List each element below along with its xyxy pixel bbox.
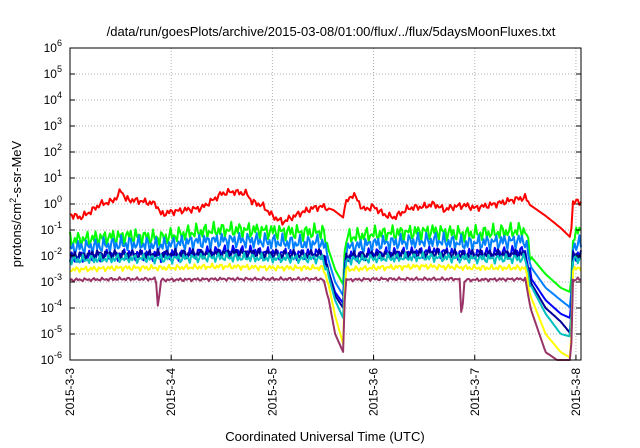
y-tick-exponent: 1 [57,168,62,178]
y-tick-label: 101 [44,168,62,185]
y-tick-base: 10 [41,275,55,289]
y-tick-base: 10 [44,41,58,55]
x-axis-label: Coordinated Universal Time (UTC) [225,429,424,444]
y-axis: 10-610-510-410-310-210-11001011021031041… [41,38,581,367]
y-tick-base: 10 [41,301,55,315]
series-line-4 [69,247,582,334]
y-tick-label: 105 [44,64,62,81]
y-tick-exponent: 4 [57,90,62,100]
series-line-0 [69,187,582,238]
y-tick-exponent: -6 [54,350,62,360]
y-tick-label: 10-1 [41,220,62,237]
y-tick-base: 10 [44,119,58,133]
x-tick-label: 2015-3-6 [367,368,381,416]
y-tick-base: 10 [44,171,58,185]
y-tick-base: 10 [44,145,58,159]
y-tick-exponent: 6 [57,38,62,48]
y-tick-label: 103 [44,116,62,133]
chart-title: /data/run/goesPlots/archive/2015-03-08/0… [107,24,556,39]
y-tick-base: 10 [44,93,58,107]
series-line-5 [69,251,582,338]
series-line-2 [69,231,582,309]
y-tick-exponent: 3 [57,116,62,126]
y-tick-base: 10 [44,67,58,81]
y-tick-exponent: -1 [54,220,62,230]
y-tick-label: 104 [44,90,62,107]
x-tick-label: 2015-3-7 [468,368,482,416]
y-tick-label: 10-4 [41,298,62,315]
y-tick-label: 10-2 [41,246,62,263]
y-tick-base: 10 [41,353,55,367]
y-tick-base: 10 [41,249,55,263]
y-tick-label: 106 [44,38,62,55]
x-tick-label: 2015-3-8 [569,368,583,416]
y-tick-exponent: 5 [57,64,62,74]
y-tick-exponent: -4 [54,298,62,308]
x-tick-label: 2015-3-4 [164,368,178,416]
series-group [69,187,582,361]
y-tick-label: 10-6 [41,350,62,367]
y-tick-label: 10-3 [41,272,62,289]
y-tick-exponent: 2 [57,142,62,152]
x-tick-label: 2015-3-3 [63,368,77,416]
series-line-3 [69,244,582,319]
y-tick-base: 10 [44,197,58,211]
series-line-6 [69,262,582,359]
y-axis-label: protons/cm2-s-sr-MeV [8,140,24,267]
y-tick-exponent: 0 [57,194,62,204]
x-axis: 2015-3-3 2015-3-4 2015-3-5 2015-3-6 2015-3-7… [63,355,583,416]
x-tick-label: 2015-3-5 [265,368,279,416]
y-tick-exponent: -2 [54,246,62,256]
y-tick-label: 102 [44,142,62,159]
series-line-7 [69,276,582,361]
y-tick-exponent: -5 [54,324,62,334]
y-tick-exponent: -3 [54,272,62,282]
y-tick-base: 10 [41,327,55,341]
y-tick-label: 100 [44,194,62,211]
y-tick-label: 10-5 [41,324,62,341]
y-tick-base: 10 [41,223,55,237]
